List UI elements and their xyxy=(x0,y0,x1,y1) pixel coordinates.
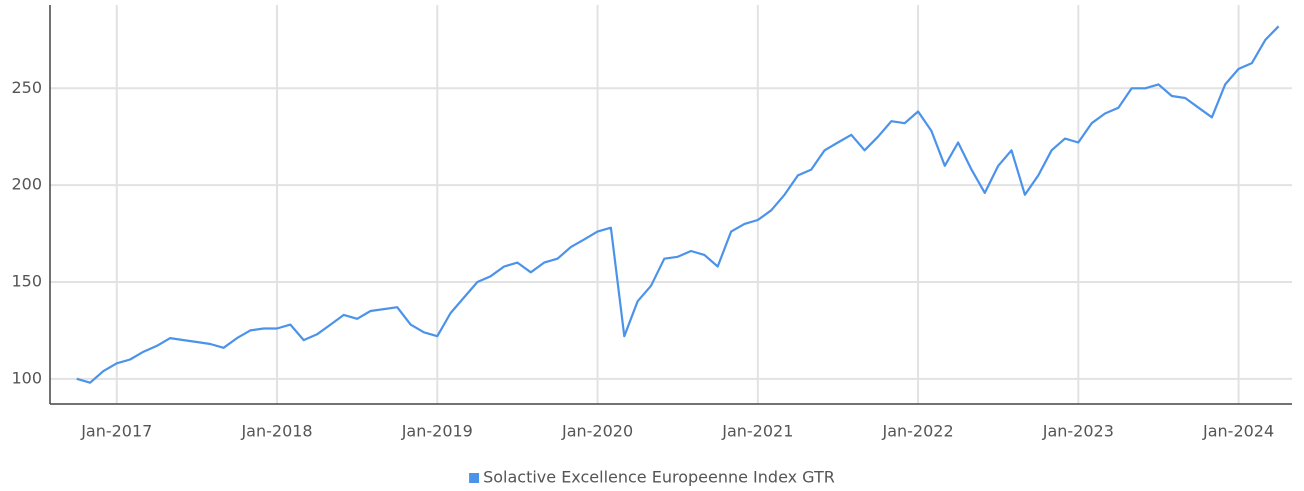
x-tick-label: Jan-2018 xyxy=(240,422,312,441)
y-tick-label: 100 xyxy=(11,368,42,387)
legend-label: Solactive Excellence Europeenne Index GT… xyxy=(483,468,835,487)
x-tick-label: Jan-2021 xyxy=(721,422,793,441)
x-tick-label: Jan-2019 xyxy=(401,422,473,441)
x-tick-label: Jan-2020 xyxy=(561,422,633,441)
x-tick-label: Jan-2017 xyxy=(80,422,152,441)
x-tick-label: Jan-2022 xyxy=(881,422,953,441)
y-tick-label: 150 xyxy=(11,271,42,290)
series-line xyxy=(76,25,1280,384)
x-tick-label: Jan-2023 xyxy=(1042,422,1114,441)
y-tick-label: 250 xyxy=(11,78,42,97)
y-tick-label: 200 xyxy=(11,175,42,194)
x-tick-label: Jan-2024 xyxy=(1202,422,1274,441)
legend-swatch xyxy=(469,473,480,483)
